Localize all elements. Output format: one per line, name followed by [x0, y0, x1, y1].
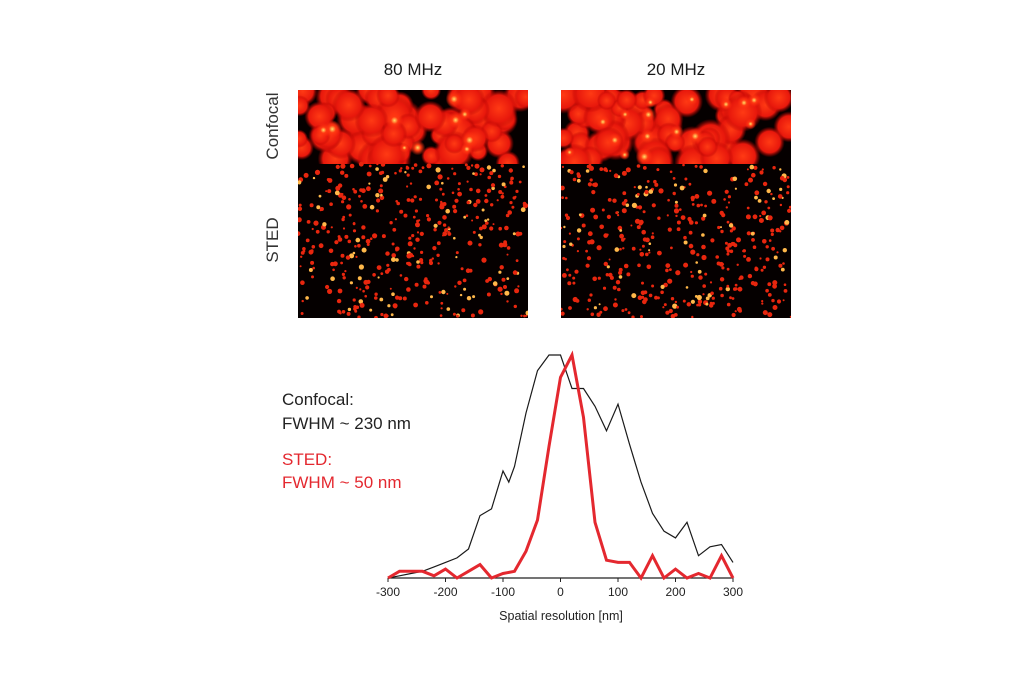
image-panel-20mhz	[561, 90, 791, 318]
sted-region	[561, 163, 791, 318]
microscopy-image-20mhz	[561, 90, 791, 318]
x-tick-label: 300	[723, 585, 743, 599]
x-tick-label: 200	[665, 585, 685, 599]
column-title-20mhz: 20 MHz	[646, 60, 706, 79]
legend-sted-fwhm: FWHM ~ 50 nm	[282, 473, 402, 492]
legend-sted-title: STED:	[282, 450, 333, 469]
x-tick-label: -300	[376, 585, 400, 599]
legend-confocal-title: Confocal:	[282, 390, 354, 409]
column-title-80mhz: 80 MHz	[383, 60, 443, 79]
sted-region	[298, 161, 528, 318]
image-panel-80mhz	[298, 90, 528, 318]
series-line-confocal	[387, 354, 734, 579]
series-line-sted	[387, 350, 735, 581]
confocal-region	[298, 90, 528, 181]
microscopy-image-80mhz	[298, 90, 528, 318]
x-tick-label: -100	[491, 585, 515, 599]
x-axis-label: Spatial resolution [nm]	[499, 609, 623, 623]
x-tick-label: -200	[433, 585, 457, 599]
x-tick-label: 100	[608, 585, 628, 599]
legend-confocal-fwhm: FWHM ~ 230 nm	[282, 414, 411, 433]
confocal-region	[561, 90, 791, 183]
x-tick-label: 0	[557, 585, 564, 599]
